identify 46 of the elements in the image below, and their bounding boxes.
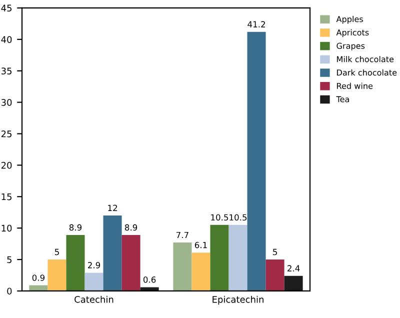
legend-label: Red wine [337,82,373,89]
bar [140,287,159,291]
data-label: 6.1 [194,242,207,248]
y-tick-label: 20 [1,162,12,169]
y-tick-label: 25 [1,130,12,138]
legend-label: Dark chocolate [337,69,397,76]
y-tick-label: 5 [7,256,12,264]
data-label: 2.4 [288,265,300,272]
bar [122,234,140,291]
data-label: 0.9 [32,274,44,281]
x-tick-label: Epicatechin [212,296,264,305]
bar [84,272,104,291]
data-label: 10.5 [230,214,247,221]
bar [173,242,192,291]
data-label: 5 [273,248,277,256]
data-label: 41.2 [248,21,265,28]
data-label: 0.6 [143,276,156,283]
bar [228,224,248,291]
bar [266,260,284,291]
data-label: 2.9 [88,262,100,268]
legend-label: Apples [336,16,363,24]
bar [247,32,266,291]
legend-label: Tea [336,96,349,102]
y-tick-label: 30 [1,99,12,106]
bar [48,260,66,291]
bar [210,224,229,291]
legend-label: Grapes [336,42,365,50]
y-tick-label: 10 [2,224,12,232]
data-label: 5 [54,248,59,256]
legend-label: Milk chocolate [337,56,394,62]
data-label: 7.7 [176,232,188,238]
data-label: 12 [108,204,117,211]
x-tick-label: Catechin [74,296,114,303]
bar [66,234,85,291]
bar [103,216,122,291]
bar [192,252,210,291]
data-label: 8.9 [69,224,82,231]
bar [284,276,303,291]
y-tick-label: 45 [1,4,12,12]
legend-label: Apricots [336,29,369,38]
y-tick-label: 0 [7,288,12,295]
y-tick-label: 35 [1,68,12,74]
y-tick-label: 40 [1,36,12,43]
data-label: 10.5 [211,214,228,221]
data-label: 8.9 [124,224,138,231]
y-tick-label: 15 [2,193,12,200]
